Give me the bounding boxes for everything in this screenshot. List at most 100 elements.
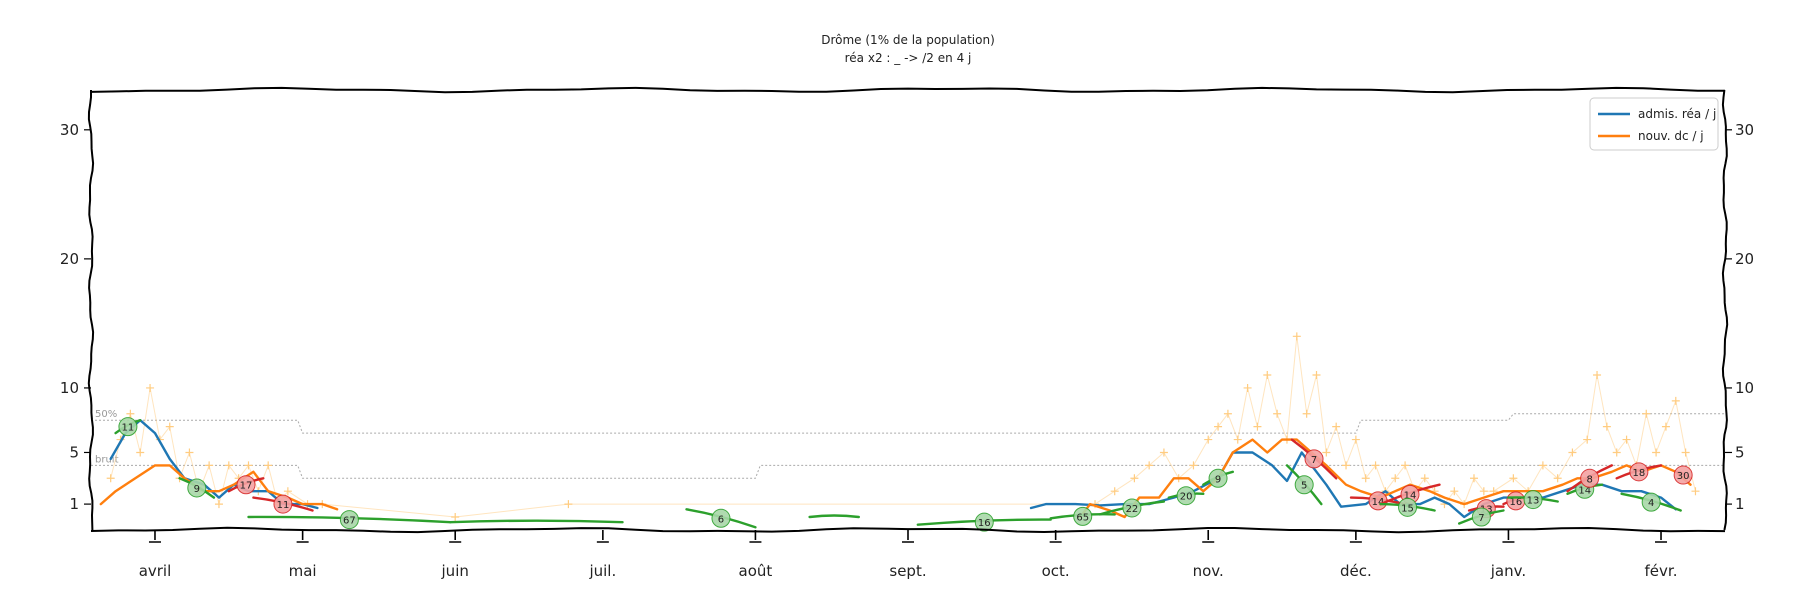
trend-label-badge <box>1673 465 1693 485</box>
trend-label: 67 <box>343 516 356 527</box>
x-tick <box>902 530 914 543</box>
raw-point <box>1681 448 1690 457</box>
trend-label: 16 <box>978 518 991 529</box>
x-tick-label: août <box>739 562 773 580</box>
raw-point <box>1691 487 1700 496</box>
raw-point <box>1642 409 1651 418</box>
raw-point <box>1322 448 1331 457</box>
legend: admis. réa / j nouv. dc / j <box>1589 97 1719 151</box>
trend-label-badge <box>1398 497 1418 517</box>
y-tick-label-right: 1 <box>1735 495 1745 513</box>
trend-label: 14 <box>1372 497 1385 508</box>
trend-label: 13 <box>1527 496 1540 507</box>
raw-point <box>1332 422 1341 431</box>
axis-left <box>87 90 95 531</box>
raw-points-layer <box>106 332 1700 521</box>
raw-point <box>1469 474 1478 483</box>
axis-top <box>90 86 1726 94</box>
trend-label: 5 <box>1301 481 1307 492</box>
raw-point <box>1553 474 1562 483</box>
trend-label-badge <box>974 512 994 532</box>
raw-point <box>283 487 292 496</box>
band-upper-line <box>91 413 1725 434</box>
raw-point <box>1538 461 1547 470</box>
raw-point <box>1593 371 1602 380</box>
raw-point <box>126 409 135 418</box>
legend-entry: admis. réa / j <box>1638 107 1716 121</box>
y-tick-label: 10 <box>60 379 79 397</box>
trend-label-badge <box>1523 490 1543 510</box>
raw-point <box>1509 474 1518 483</box>
legend-entry: nouv. dc / j <box>1638 129 1704 143</box>
trend-label-badge <box>273 494 293 514</box>
raw-point <box>136 448 145 457</box>
raw-point <box>224 461 233 470</box>
raw-point <box>1671 396 1680 405</box>
raw-point <box>1661 422 1670 431</box>
raw-point <box>1145 461 1154 470</box>
y-tick-label: 5 <box>69 443 79 461</box>
raw-point <box>1479 487 1488 496</box>
band-lower-label: bruit <box>95 454 119 465</box>
x-tick-label: déc. <box>1340 562 1372 580</box>
band-lower-line <box>91 464 1725 479</box>
trend-label: 30 <box>1677 471 1690 482</box>
x-tick <box>1502 530 1515 543</box>
y-tick-label: 1 <box>69 495 79 513</box>
trend-segment <box>449 519 624 524</box>
trend-label: 8 <box>1586 474 1592 485</box>
trend-label: 17 <box>240 481 253 492</box>
series-line-rea <box>109 419 319 510</box>
raw-point <box>1130 474 1139 483</box>
raw-point <box>1243 383 1252 392</box>
trend-label-badge <box>1629 462 1649 482</box>
raw-point <box>185 448 194 457</box>
trend-label: 7 <box>1478 513 1484 524</box>
raw-point <box>1391 474 1400 483</box>
series-layer <box>99 419 1692 519</box>
y-tick-label-right: 30 <box>1735 121 1754 139</box>
y-tick-label-right: 20 <box>1735 250 1754 268</box>
trend-label: 14 <box>1404 490 1417 501</box>
raw-point <box>146 383 155 392</box>
x-tick <box>1655 530 1668 543</box>
raw-point <box>1401 461 1410 470</box>
raw-line <box>110 336 1696 518</box>
trend-layer: 1191711676166522209571414151371613148183… <box>114 417 1693 532</box>
raw-point <box>1622 435 1631 444</box>
raw-point <box>1292 332 1301 341</box>
raw-point <box>1159 448 1168 457</box>
trend-label: 11 <box>122 423 135 434</box>
axis-right <box>1721 89 1729 531</box>
trend-segment <box>808 514 860 519</box>
raw-point <box>1450 487 1459 496</box>
raw-point <box>1204 435 1213 444</box>
chart-title: Drôme (1% de la population) <box>821 33 995 47</box>
raw-point <box>1302 409 1311 418</box>
x-tick-label: juin <box>441 562 469 580</box>
trend-label-badge <box>1580 468 1600 488</box>
raw-point <box>564 500 573 509</box>
raw-point <box>1312 371 1321 380</box>
raw-point <box>451 513 460 521</box>
raw-point <box>1361 474 1370 483</box>
raw-point <box>1233 435 1242 444</box>
y-tick-label-right: 10 <box>1735 379 1754 397</box>
x-tick-label: juil. <box>588 562 616 580</box>
axis-bottom <box>90 526 1726 534</box>
trend-label-badge <box>118 417 138 437</box>
trend-label: 4 <box>1648 498 1654 509</box>
raw-point <box>1214 422 1223 431</box>
chart-subtitle: réa x2 : _ -> /2 en 4 j <box>845 51 972 65</box>
x-tick <box>1049 530 1062 543</box>
x-tick <box>148 530 161 543</box>
raw-point <box>1568 448 1577 457</box>
x-tick <box>1349 530 1362 543</box>
trend-label: 6 <box>718 514 724 525</box>
x-tick <box>596 530 609 543</box>
raw-point <box>1223 409 1232 418</box>
raw-point <box>1253 422 1262 431</box>
trend-label: 22 <box>1126 504 1139 515</box>
x-tick <box>749 530 762 543</box>
